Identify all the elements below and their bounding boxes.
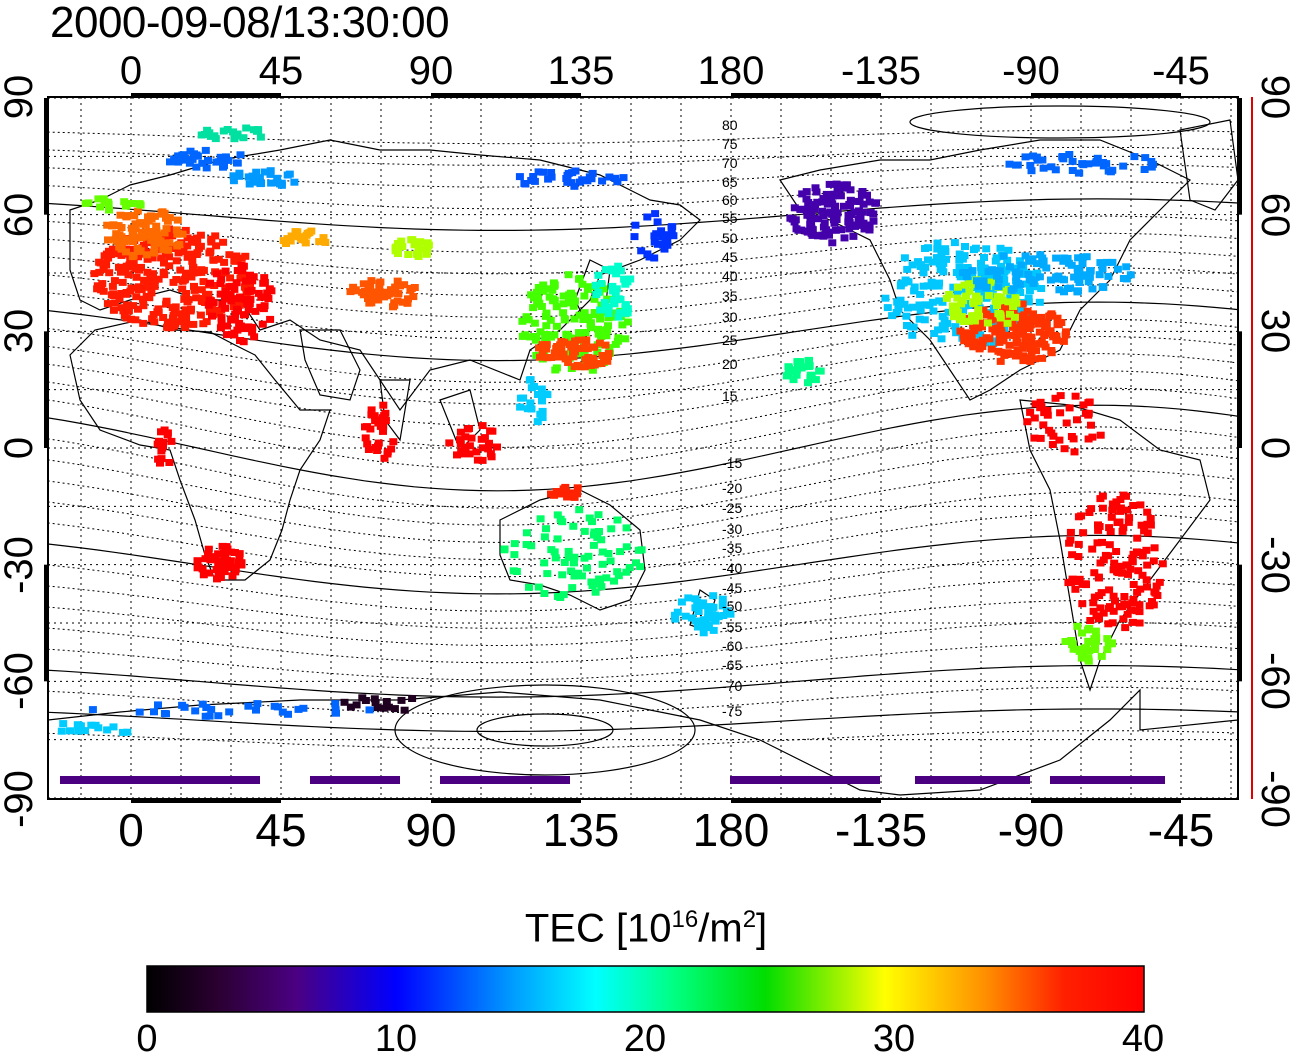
- magnetic-latitude-label: -75: [722, 703, 742, 719]
- magnetic-latitude-label: 25: [722, 332, 738, 348]
- left-latitude-label: -90: [0, 770, 41, 828]
- magnetic-latitude-label: -20: [722, 480, 742, 496]
- magnetic-latitude-label: 40: [722, 268, 738, 284]
- magnetic-latitude-label: 35: [722, 288, 738, 304]
- top-longitude-labels: 0 45 90 135 180 -135 -90 -45: [120, 49, 1210, 93]
- magnetic-latitude-label: 30: [722, 309, 738, 325]
- left-latitude-label: 60: [0, 193, 41, 238]
- magnetic-latitude-label: 15: [722, 388, 738, 404]
- magnetic-latitude-label: 50: [722, 230, 738, 246]
- magnetic-latitude-label: -45: [722, 580, 742, 596]
- magnetic-latitude-label: 65: [722, 174, 738, 190]
- tec-data-points: [57, 124, 1167, 784]
- magnetic-latitude-label: -15: [722, 455, 742, 471]
- magnetic-latitude-label: 55: [722, 210, 738, 226]
- bottom-longitude-label: 180: [693, 804, 770, 856]
- top-longitude-label: -45: [1152, 49, 1210, 93]
- magnetic-latitude-label: -60: [722, 638, 742, 654]
- timestamp-title: 2000-09-08/13:30:00: [50, 0, 450, 47]
- colorbar-tick-20: 20: [623, 1018, 667, 1060]
- magnetic-latitude-label: -50: [722, 598, 742, 614]
- right-latitude-label: -60: [1253, 652, 1292, 710]
- right-latitude-labels: 90 60 30 0 -30 -60 -90: [1253, 75, 1292, 828]
- magnetic-latitude-label: 80: [722, 117, 738, 133]
- right-latitude-label: 0: [1253, 437, 1292, 459]
- bottom-longitude-label: -45: [1148, 804, 1214, 856]
- right-latitude-label: 30: [1253, 309, 1292, 354]
- bottom-longitude-label: -135: [835, 804, 927, 856]
- bottom-longitude-label: 0: [118, 804, 144, 856]
- bottom-longitude-label: 135: [543, 804, 620, 856]
- magnetic-latitude-label: 20: [722, 356, 738, 372]
- bottom-longitude-label: 45: [255, 804, 306, 856]
- left-latitude-label: 30: [0, 309, 41, 354]
- top-longitude-label: -90: [1002, 49, 1060, 93]
- colorbar-tick-0: 0: [136, 1018, 158, 1060]
- magnetic-latitude-label: 45: [722, 249, 738, 265]
- magnetic-latitude-label: -55: [722, 619, 742, 635]
- right-latitude-label: -30: [1253, 536, 1292, 594]
- bottom-longitude-label: 90: [405, 804, 456, 856]
- top-longitude-label: 0: [120, 49, 142, 93]
- right-latitude-label: 60: [1253, 193, 1292, 238]
- magnetic-latitude-labels: 80 75 70 65 60 55 50 45 40 35 30 25 20 15 -15 -20 -25 -30…: [722, 117, 742, 719]
- bottom-longitude-label: -90: [998, 804, 1064, 856]
- left-latitude-label: 90: [0, 75, 41, 120]
- left-latitude-label: 0: [0, 437, 41, 459]
- bottom-longitude-labels: 0 45 90 135 180 -135 -90 -45: [118, 804, 1214, 856]
- colorbar-title: TEC [1016/m2]: [524, 906, 768, 951]
- magnetic-latitude-label: -65: [722, 657, 742, 673]
- magnetic-latitude-label: -70: [722, 678, 742, 694]
- top-longitude-label: 45: [259, 49, 304, 93]
- magnetic-latitude-label: -40: [722, 560, 742, 576]
- magnetic-latitude-label: -35: [722, 540, 742, 556]
- colorbar-tick-10: 10: [374, 1018, 418, 1060]
- top-longitude-label: -135: [841, 49, 921, 93]
- magnetic-latitude-label: -30: [722, 521, 742, 537]
- magnetic-latitude-label: 60: [722, 192, 738, 208]
- top-longitude-label: 180: [698, 49, 765, 93]
- magnetic-latitude-label: 75: [722, 136, 738, 152]
- colorbar-tick-40: 40: [1121, 1018, 1165, 1060]
- left-latitude-label: -30: [0, 536, 41, 594]
- magnetic-latitude-label: -25: [722, 500, 742, 516]
- magnetic-latitude-contours: [48, 105, 1238, 776]
- left-latitude-label: -60: [0, 652, 41, 710]
- top-longitude-label: 135: [548, 49, 615, 93]
- magnetic-latitude-label: 70: [722, 155, 738, 171]
- colorbar-gradient: [146, 965, 1145, 1013]
- colorbar-tick-30: 30: [872, 1018, 916, 1060]
- left-latitude-labels: 90 60 30 0 -30 -60 -90: [0, 75, 41, 828]
- right-latitude-label: 90: [1253, 75, 1292, 120]
- top-longitude-label: 90: [409, 49, 454, 93]
- right-latitude-label: -90: [1253, 770, 1292, 828]
